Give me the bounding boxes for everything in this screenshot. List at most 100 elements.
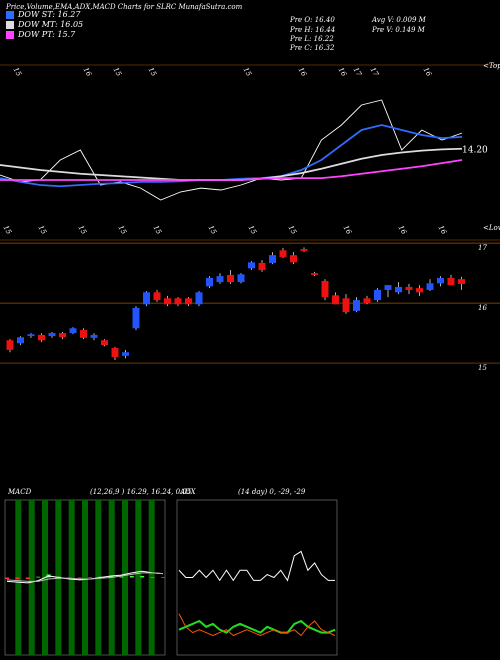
histogram-bar [140, 575, 145, 578]
date-label: 15 [247, 224, 259, 236]
candle-body [227, 274, 234, 283]
date-label: 15 [2, 224, 14, 236]
candle-body [290, 255, 297, 263]
candle-body [342, 298, 350, 313]
panel-title: ADX [179, 488, 197, 496]
histogram-bar [15, 577, 20, 580]
candle-body [111, 348, 119, 358]
legend-swatch [6, 11, 14, 19]
date-label: 16 [82, 66, 94, 78]
date-label: 16 [437, 224, 449, 236]
date-label: 15 [147, 66, 159, 78]
date-label: 15 [207, 224, 219, 236]
legend-label: DOW PT: 15.7 [17, 30, 76, 39]
candle-body [237, 274, 245, 283]
candle-body [153, 292, 161, 301]
candle-body [185, 298, 192, 305]
candle-body [27, 334, 35, 337]
histogram-bar [109, 575, 113, 578]
histogram-bar [77, 577, 82, 579]
candle-body [416, 288, 423, 293]
candle-body [59, 333, 66, 338]
date-label: 15 [152, 224, 164, 236]
series-line [0, 147, 463, 181]
series-line [6, 572, 164, 582]
candle-body [174, 298, 182, 305]
info-text: Pre V: 0.149 M [371, 26, 426, 34]
legend-label: DOW ST: 16.27 [17, 10, 81, 19]
histogram-bar [150, 577, 155, 578]
candle-body [300, 249, 308, 251]
panel [176, 499, 338, 656]
date-label: 16 [297, 66, 309, 78]
level-label: 14.20 [462, 146, 488, 156]
candle-body [363, 298, 371, 304]
lows-label: <Lows [483, 224, 500, 232]
candle-body [143, 292, 150, 305]
histogram-bar [161, 577, 165, 578]
date-label: 17 [369, 66, 381, 78]
info-text: Pre H: 16.44 [289, 26, 335, 34]
legend-label: DOW MT: 16.05 [17, 20, 83, 29]
series-line [0, 99, 463, 201]
info-text: Pre C: 16.32 [289, 44, 335, 52]
info-text: Pre L: 16.22 [289, 35, 334, 43]
date-label: 15 [12, 66, 24, 78]
histogram-bar [119, 576, 124, 578]
candle-body [332, 295, 339, 305]
candle-body [353, 300, 360, 311]
candle-body [426, 283, 434, 290]
candle-body [17, 337, 24, 344]
date-label: 15 [77, 224, 89, 236]
candle-body [374, 289, 381, 301]
y-tick-label: 17 [478, 244, 487, 252]
series-line [0, 159, 463, 181]
legend-swatch [6, 21, 14, 29]
candle-body [6, 340, 14, 350]
panel-title: MACD [7, 488, 32, 496]
candle-body [258, 262, 266, 271]
histogram-bar [129, 575, 134, 578]
date-label: 16 [342, 224, 354, 236]
histogram-bar [5, 577, 9, 580]
tops-label: <Tops [483, 62, 500, 70]
info-text: Pre O: 16.40 [289, 16, 335, 24]
candle-body [38, 334, 45, 341]
candle-body [90, 334, 98, 338]
candle-body [395, 286, 402, 293]
candle-body [458, 279, 465, 284]
candle-body [269, 255, 276, 263]
candle-body [248, 262, 255, 269]
candle-body [311, 273, 318, 275]
candle-body [80, 330, 87, 338]
candle-body [132, 307, 140, 329]
histogram-bar [88, 577, 93, 578]
candle-body [206, 277, 213, 287]
candle-body [122, 352, 129, 356]
y-tick-label: 15 [478, 364, 487, 372]
candle-body [69, 328, 77, 334]
candle-body [384, 285, 392, 290]
date-label: 15 [242, 66, 254, 78]
panel-subtitle: (14 day) 0, -29, -29 [238, 488, 306, 496]
date-label: 15 [287, 224, 299, 236]
date-label: 16 [337, 66, 349, 78]
series-line [178, 613, 336, 637]
date-label: 16 [422, 66, 434, 78]
series-line [178, 550, 335, 582]
candle-body [279, 250, 287, 257]
date-label: 16 [397, 224, 409, 236]
date-label: 15 [37, 224, 49, 236]
chart-title: Price,Volume,EMA,ADX,MACD Charts for SLR… [5, 3, 243, 11]
date-label: 15 [112, 66, 124, 78]
candle-body [447, 277, 455, 286]
candle-body [101, 340, 108, 346]
histogram-bar [36, 576, 41, 578]
legend-swatch [6, 31, 14, 39]
candle-body [216, 276, 224, 283]
series-line [178, 619, 336, 634]
y-tick-label: 16 [478, 304, 487, 312]
info-text: Avg V: 0.009 M [371, 16, 427, 24]
